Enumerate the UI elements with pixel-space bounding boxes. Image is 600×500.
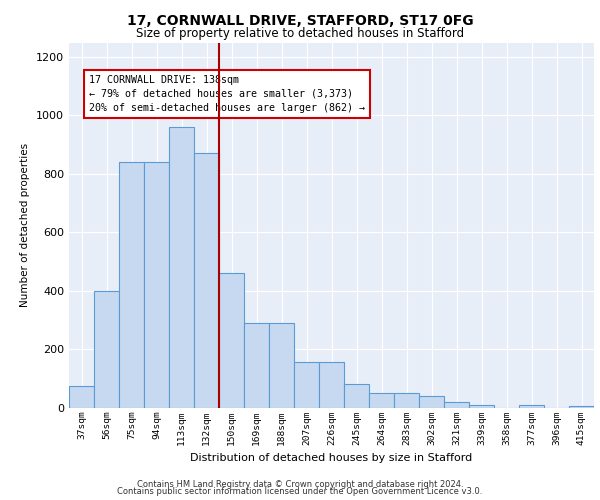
X-axis label: Distribution of detached houses by size in Stafford: Distribution of detached houses by size … (190, 453, 473, 463)
Bar (194, 154, 219, 408)
Text: 17 CORNWALL DRIVE: 138sqm
← 79% of detached houses are smaller (3,373)
20% of se: 17 CORNWALL DRIVE: 138sqm ← 79% of detac… (89, 74, 365, 112)
Text: 17, CORNWALL DRIVE, STAFFORD, ST17 0FG: 17, CORNWALL DRIVE, STAFFORD, ST17 0FG (127, 14, 473, 28)
Y-axis label: Number of detached properties: Number of detached properties (20, 143, 31, 307)
Text: Size of property relative to detached houses in Stafford: Size of property relative to detached ho… (136, 28, 464, 40)
Bar (144, 162, 169, 408)
Bar (519, 405, 544, 407)
Bar (244, 323, 269, 407)
Text: Contains HM Land Registry data © Crown copyright and database right 2024.: Contains HM Land Registry data © Crown c… (137, 480, 463, 489)
Bar (419, 396, 444, 407)
Bar (269, 323, 294, 407)
Bar (94, 290, 119, 408)
Bar (119, 162, 144, 408)
Bar (469, 404, 494, 407)
Bar (369, 393, 394, 407)
Bar (344, 384, 369, 407)
Text: Contains public sector information licensed under the Open Government Licence v3: Contains public sector information licen… (118, 487, 482, 496)
Bar (394, 393, 419, 407)
Bar (569, 406, 594, 407)
Bar (319, 362, 344, 408)
Bar (444, 402, 469, 407)
Bar (169, 127, 194, 408)
Bar (219, 273, 244, 407)
Bar (69, 386, 94, 407)
Bar (294, 362, 319, 408)
